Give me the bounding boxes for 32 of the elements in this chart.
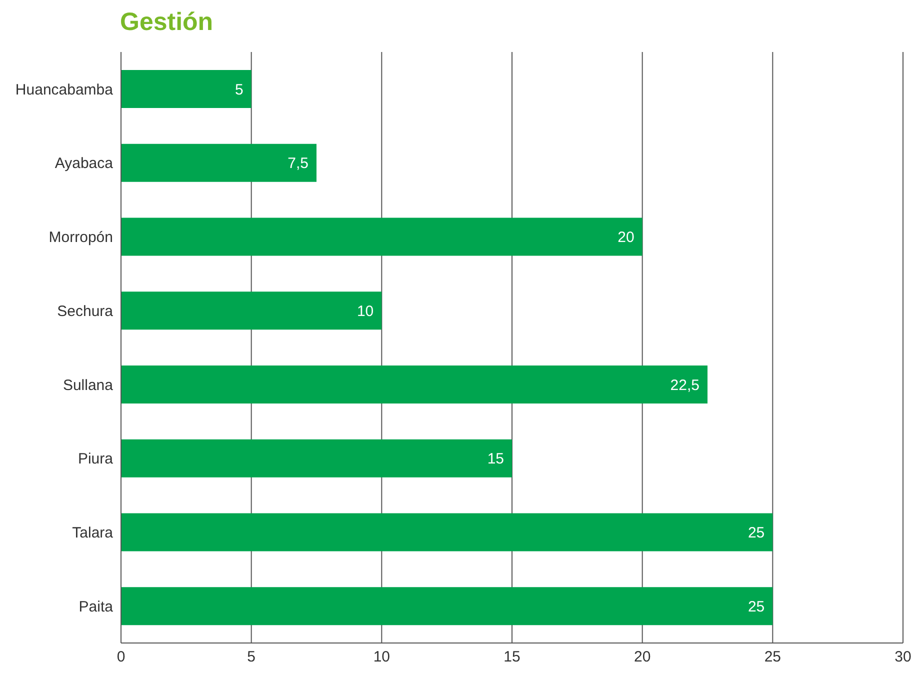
x-tick-label: 0 [116,648,126,666]
bar [121,439,512,478]
bar [121,292,382,330]
data-label: 25 [748,598,765,616]
x-tick-label: 5 [247,648,256,666]
data-label: 10 [356,302,374,320]
y-tick-label: Ayabaca [54,155,114,172]
y-tick-label: Huancabamba [15,81,114,98]
y-tick-label: Morropón [48,229,113,246]
x-tick-label: 10 [373,648,390,666]
bar [121,144,316,182]
data-label: 25 [748,524,765,542]
y-tick-label: Sechura [57,302,114,320]
chart-title: Gestión [120,8,214,37]
y-tick-label: Talara [72,524,114,542]
bar [121,513,773,552]
x-tick-label: 15 [504,648,520,666]
y-tick-label: Paita [78,598,114,616]
y-tick-label: Piura [78,450,114,468]
data-label: 5 [234,81,244,98]
bar [121,218,642,256]
data-label: 15 [487,450,504,468]
bar [121,70,252,108]
data-label: 20 [618,229,634,246]
bar [121,587,773,626]
data-label: 22,5 [670,376,700,394]
bar [121,366,708,404]
x-tick-label: 20 [634,648,651,666]
x-tick-label: 25 [764,648,782,666]
y-tick-label: Sullana [62,376,114,394]
data-label: 7,5 [288,155,308,172]
x-tick-label: 30 [894,648,912,666]
